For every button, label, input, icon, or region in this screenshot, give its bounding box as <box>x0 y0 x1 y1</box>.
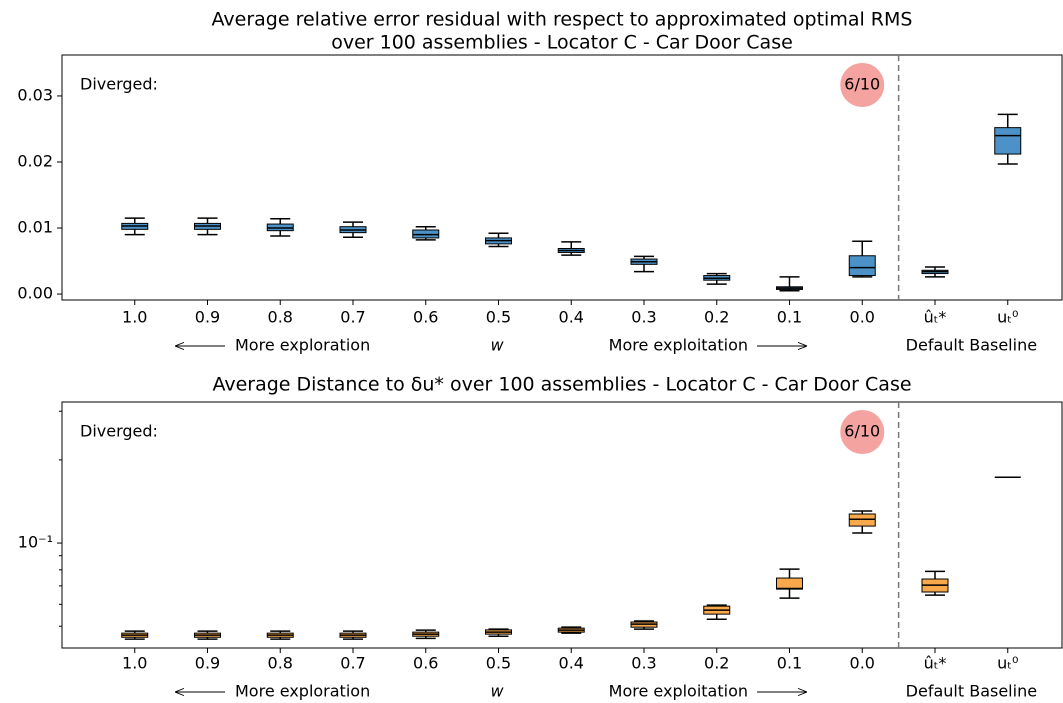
x-tick-label: 1.0 <box>122 654 147 673</box>
x-note: More exploitation <box>609 336 748 355</box>
diverged-badge <box>840 63 885 107</box>
x-tick-label: 0.5 <box>486 654 511 673</box>
y-tick-label: 0.00 <box>17 284 53 303</box>
x-tick-label: 0.8 <box>268 654 293 673</box>
box <box>848 513 876 527</box>
x-tick-label: ûₜ* <box>924 654 947 673</box>
x-tick-label: 0.2 <box>704 654 729 673</box>
box <box>848 255 876 277</box>
x-note: Default Baseline <box>906 336 1037 355</box>
x-tick-label: 0.6 <box>413 308 438 327</box>
x-tick-label: 0.8 <box>268 308 293 327</box>
x-note: More exploration <box>235 336 370 355</box>
chart-title: over 100 assemblies - Locator C - Car Do… <box>331 32 793 54</box>
diverged-count: 6/10 <box>844 75 880 94</box>
y-tick-label: 10⁻¹ <box>18 533 53 552</box>
x-tick-label: 0.2 <box>704 308 729 327</box>
x-tick-label: 0.1 <box>777 308 802 327</box>
x-tick-label: 0.5 <box>486 308 511 327</box>
x-tick-label: 0.0 <box>850 308 875 327</box>
plot-area <box>61 401 1063 649</box>
x-note: Default Baseline <box>906 682 1037 701</box>
box <box>994 127 1022 155</box>
x-tick-label: 0.7 <box>340 308 365 327</box>
plot-area <box>61 54 1063 301</box>
box <box>776 577 803 590</box>
x-note: More exploration <box>235 682 370 701</box>
x-tick-label: 0.6 <box>413 654 438 673</box>
y-tick-label: 0.01 <box>17 218 53 237</box>
chart-title: Average Distance to δu* over 100 assembl… <box>212 374 911 396</box>
x-tick-label: 1.0 <box>122 308 147 327</box>
x-tick-label: 0.4 <box>559 654 584 673</box>
x-tick-label: 0.7 <box>340 654 365 673</box>
x-tick-label: 0.1 <box>777 654 802 673</box>
x-tick-label: 0.3 <box>631 308 656 327</box>
chart-title: Average relative error residual with res… <box>212 9 913 31</box>
x-axis-label: w <box>490 682 504 701</box>
x-tick-label: 0.4 <box>559 308 584 327</box>
diverged-badge <box>840 410 885 454</box>
x-tick-label: 0.9 <box>195 654 220 673</box>
y-tick-label: 0.03 <box>17 85 53 104</box>
y-tick-label: 0.02 <box>17 151 53 170</box>
x-tick-label: 0.3 <box>631 654 656 673</box>
x-tick-label: ûₜ* <box>924 308 947 327</box>
x-tick-label: 0.9 <box>195 308 220 327</box>
x-tick-label: uₜ⁰ <box>997 654 1018 673</box>
x-axis-label: w <box>490 336 504 355</box>
x-tick-label: 0.0 <box>850 654 875 673</box>
x-tick-label: uₜ⁰ <box>997 308 1018 327</box>
x-note: More exploitation <box>609 682 748 701</box>
diverged-label: Diverged: <box>80 422 158 441</box>
diverged-label: Diverged: <box>80 75 158 94</box>
diverged-count: 6/10 <box>844 422 880 441</box>
